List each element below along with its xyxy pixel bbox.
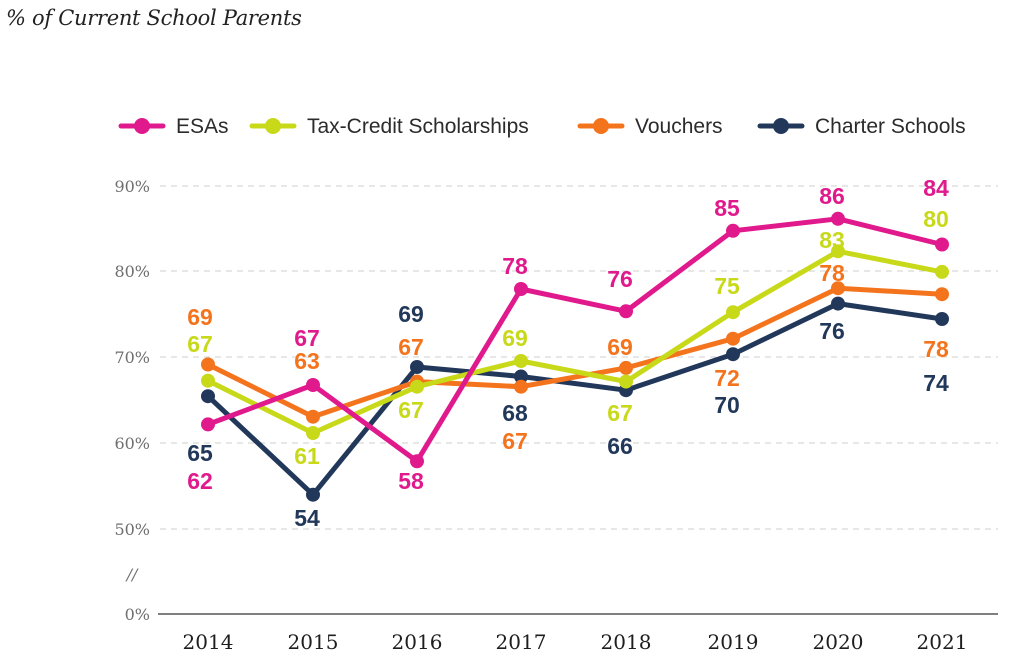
data-label: 85 — [714, 195, 740, 221]
data-point — [306, 409, 320, 424]
data-label: 67 — [607, 400, 633, 426]
data-point — [306, 487, 320, 502]
series-line — [205, 216, 945, 464]
legend-marker — [593, 118, 609, 134]
legend-label: Tax-Credit Scholarships — [307, 115, 529, 138]
legend-label: ESAs — [176, 115, 229, 138]
x-tick-label: 2015 — [288, 630, 339, 654]
data-label: 66 — [607, 433, 633, 459]
legend-label: Vouchers — [635, 115, 723, 138]
data-point — [514, 354, 528, 368]
data-point — [726, 331, 740, 346]
data-label: 78 — [819, 260, 845, 286]
data-point — [831, 281, 845, 296]
y-tick-label: 50% — [114, 520, 150, 539]
data-point — [726, 223, 740, 238]
data-point — [410, 454, 424, 469]
data-label: 78 — [502, 253, 528, 279]
x-tick-label: 2014 — [183, 630, 234, 654]
data-label: 67 — [502, 428, 528, 454]
data-label: 68 — [502, 400, 528, 426]
data-point — [201, 373, 215, 388]
x-tick-label: 2020 — [813, 630, 864, 654]
axes: 0% 50% 60% 70% 80% 90% // 2014 2015 2016 2017 2018 2… — [114, 177, 998, 654]
data-point — [935, 312, 949, 326]
data-label: 74 — [923, 370, 949, 396]
x-tick-label: 2017 — [496, 630, 547, 654]
series-line — [205, 301, 945, 498]
data-point — [306, 378, 320, 392]
data-point — [410, 360, 424, 374]
data-label: 67 — [294, 325, 320, 351]
data-point — [306, 426, 320, 440]
data-label: 83 — [819, 227, 845, 253]
data-point — [410, 379, 424, 394]
series-line — [205, 248, 945, 436]
y-tick-label: 80% — [114, 262, 150, 281]
data-label: 63 — [294, 348, 320, 374]
data-point — [201, 357, 215, 372]
data-point — [514, 369, 528, 384]
legend-marker — [265, 118, 281, 134]
data-point — [726, 305, 740, 320]
data-label: 67 — [398, 334, 424, 360]
data-point — [619, 360, 633, 375]
data-label: 70 — [714, 392, 740, 418]
data-label: 78 — [923, 336, 949, 362]
data-point — [201, 417, 215, 432]
data-point — [935, 264, 949, 279]
data-point — [514, 282, 528, 296]
data-point — [831, 296, 845, 311]
data-label: 69 — [398, 301, 424, 327]
data-label: 67 — [398, 397, 424, 423]
x-tick-label: 2021 — [917, 630, 968, 654]
data-label: 62 — [187, 468, 213, 494]
data-label: 80 — [923, 206, 949, 232]
legend: ESAs Tax-Credit Scholarships Vouchers Chart… — [118, 115, 966, 138]
legend-marker — [773, 118, 789, 134]
data-point — [831, 211, 845, 226]
gridlines — [160, 185, 998, 530]
data-label: 61 — [294, 443, 320, 469]
data-point — [726, 347, 740, 362]
data-label: 86 — [819, 183, 845, 209]
data-label: 75 — [714, 273, 740, 299]
data-label: 65 — [187, 440, 213, 466]
x-tick-label: 2018 — [601, 630, 652, 654]
data-point — [619, 374, 633, 389]
data-point — [514, 379, 528, 394]
y-tick-label: 0% — [125, 605, 150, 624]
chart-subtitle: % of Current School Parents — [6, 6, 302, 30]
data-label: 54 — [294, 505, 320, 531]
y-tick-label: 90% — [114, 177, 150, 196]
y-tick-label: 70% — [114, 348, 150, 367]
data-label: 84 — [923, 175, 949, 201]
data-label: 69 — [187, 304, 213, 330]
data-point — [935, 287, 949, 302]
y-tick-label: 60% — [114, 434, 150, 453]
x-tick-label: 2016 — [392, 630, 443, 654]
data-point — [831, 244, 845, 259]
legend-label: Charter Schools — [815, 115, 966, 138]
series-lines — [201, 211, 949, 502]
data-label: 76 — [819, 318, 845, 344]
data-point — [201, 389, 215, 404]
data-point — [935, 237, 949, 252]
x-tick-label: 2019 — [708, 630, 759, 654]
data-point — [619, 304, 633, 319]
data-label: 67 — [187, 331, 213, 357]
data-label: 76 — [607, 266, 633, 292]
data-label: 69 — [607, 334, 633, 360]
legend-marker — [134, 118, 150, 134]
data-label: 72 — [714, 365, 740, 391]
data-label: 58 — [398, 468, 424, 494]
data-label: 69 — [502, 325, 528, 351]
series-line — [205, 285, 945, 420]
axis-break-marker: // — [125, 565, 139, 584]
